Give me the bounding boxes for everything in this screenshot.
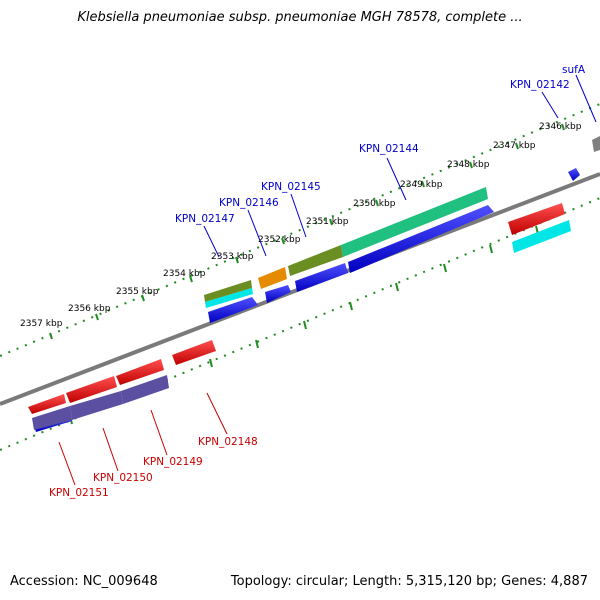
gene-arrow-kpn02150[interactable] xyxy=(66,376,117,403)
cog-feature-track-inner[interactable] xyxy=(32,375,169,430)
gene-arrow-kpn02151-red[interactable] xyxy=(28,394,66,414)
bottom-gene-labels[interactable]: KPN_02148 KPN_02149 KPN_02150 KPN_02151 xyxy=(49,436,258,499)
tick-label: 2352 kbp xyxy=(258,235,301,245)
forward-strand-genes[interactable] xyxy=(34,168,580,432)
tick-label: 2354 kbp xyxy=(163,269,206,279)
accession-text: Accession: NC_009648 xyxy=(10,574,158,589)
cog-block-slate-1[interactable] xyxy=(121,375,169,404)
gene-arrow-kpn02149[interactable] xyxy=(116,359,164,385)
cog-block-gray-right[interactable] xyxy=(592,136,600,152)
tick-label: 2350 kbp xyxy=(353,199,396,209)
ruler-labels: 2357 kbp 2356 kbp 2355 kbp 2354 kbp 2353… xyxy=(20,122,582,329)
map-title: Klebsiella pneumoniae subsp. pneumoniae … xyxy=(77,10,523,25)
tick-label: 2356 kbp xyxy=(68,304,111,314)
top-gene-labels[interactable]: sufA KPN_02142 KPN_02144 KPN_02145 KPN_0… xyxy=(175,64,586,225)
reverse-strand-genes[interactable] xyxy=(28,203,565,414)
cog-block-slate-3[interactable] xyxy=(32,406,72,430)
cog-block-slate-2[interactable] xyxy=(70,391,123,420)
gene-arrow-kpn02142[interactable] xyxy=(568,168,580,181)
gene-label-kpn02144[interactable]: KPN_02144 xyxy=(359,143,419,155)
gene-arrow-kpn02148[interactable] xyxy=(172,340,216,365)
cog-block-teal[interactable] xyxy=(341,187,488,257)
cog-block-cyan-small[interactable] xyxy=(205,288,253,308)
gene-label-kpn02148[interactable]: KPN_02148 xyxy=(198,436,258,448)
gene-label-kpn02146[interactable]: KPN_02146 xyxy=(219,197,279,209)
cog-feature-track-outer[interactable] xyxy=(204,136,600,308)
gene-label-kpn02150[interactable]: KPN_02150 xyxy=(93,472,153,484)
outer-ruler-dots xyxy=(0,103,600,357)
tick-label: 2355 kbp xyxy=(116,287,159,297)
tick-label: 2349 kbp xyxy=(400,180,443,190)
gene-arrow-kpn02144[interactable] xyxy=(348,205,494,273)
cog-block-olive-small[interactable] xyxy=(204,280,252,302)
cog-block-cyan-right[interactable] xyxy=(512,220,571,253)
gene-arrow-right-red[interactable] xyxy=(508,203,565,235)
gene-arrow-kpn02145[interactable] xyxy=(295,263,348,292)
tick-label: 2353 kbp xyxy=(211,252,254,262)
tick-label: 2346 kbp xyxy=(539,122,582,132)
tick-label: 2351 kbp xyxy=(306,217,349,227)
cog-block-orange[interactable] xyxy=(258,267,287,289)
gene-label-kpn02149[interactable]: KPN_02149 xyxy=(143,456,203,468)
genome-info-text: Topology: circular; Length: 5,315,120 bp… xyxy=(230,574,588,589)
cog-block-olive[interactable] xyxy=(288,245,343,276)
gene-label-sufa[interactable]: sufA xyxy=(562,64,586,76)
gene-arrow-kpn02147[interactable] xyxy=(208,297,258,323)
outer-ruler-major-ticks xyxy=(49,123,565,340)
gene-label-kpn02151[interactable]: KPN_02151 xyxy=(49,487,109,499)
gene-label-kpn02147[interactable]: KPN_02147 xyxy=(175,213,235,225)
tick-label: 2347 kbp xyxy=(493,141,536,151)
tick-label: 2357 kbp xyxy=(20,319,63,329)
gene-label-kpn02145[interactable]: KPN_02145 xyxy=(261,181,321,193)
gene-label-kpn02142[interactable]: KPN_02142 xyxy=(510,79,570,91)
label-leaders xyxy=(58,74,597,486)
gene-arrow-kpn02146[interactable] xyxy=(265,285,291,303)
tick-label: 2348 kbp xyxy=(447,160,490,170)
